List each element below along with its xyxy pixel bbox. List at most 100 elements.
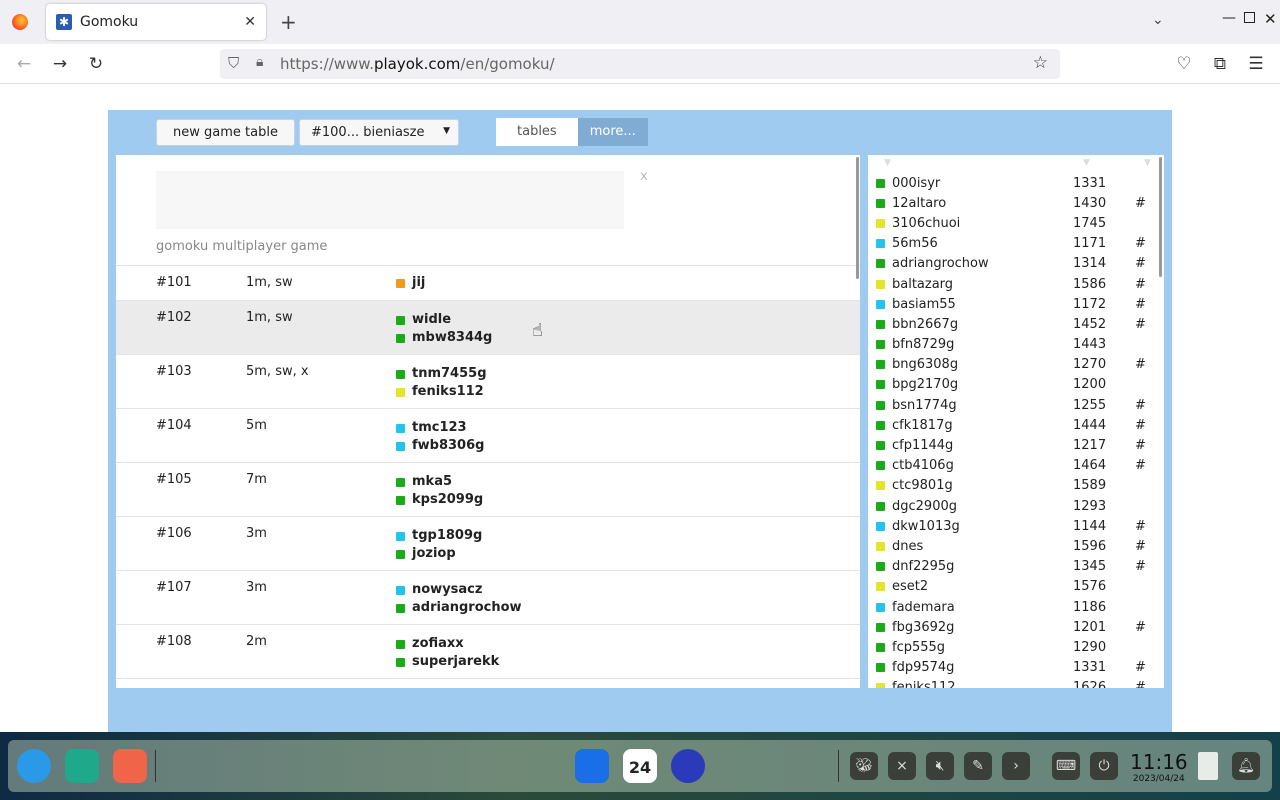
player-list-item[interactable]: 12altaro 1430 # bbox=[868, 193, 1164, 213]
player-list-item[interactable]: fcp555g 1290 bbox=[868, 637, 1164, 657]
power-icon[interactable]: ⏻ bbox=[1090, 752, 1118, 780]
player-list-item[interactable]: fbg3692g 1201 # bbox=[868, 617, 1164, 637]
seated-player[interactable]: tmc123 bbox=[396, 419, 860, 437]
seated-player[interactable]: nowysacz bbox=[396, 581, 860, 599]
player-table-link[interactable]: # bbox=[1135, 357, 1146, 373]
seated-player[interactable]: fwb8306g bbox=[396, 437, 860, 455]
seated-player[interactable]: kps2099g bbox=[396, 491, 860, 509]
tables-scrollbar[interactable] bbox=[856, 157, 859, 279]
tray-screen-icon[interactable]: × bbox=[888, 752, 916, 780]
seated-player[interactable]: feniks112 bbox=[396, 383, 860, 401]
seated-player[interactable]: tgp1809g bbox=[396, 527, 860, 545]
new-tab-icon[interactable]: + bbox=[280, 10, 297, 34]
calendar-icon[interactable]: 24 bbox=[623, 749, 657, 783]
player-table-link[interactable]: # bbox=[1135, 276, 1146, 292]
launcher-icon[interactable] bbox=[17, 749, 51, 783]
player-table-link[interactable]: # bbox=[1135, 236, 1146, 252]
tray-app-icon[interactable]: 🐝︎ bbox=[850, 752, 878, 780]
player-list-item[interactable]: fademara 1186 bbox=[868, 597, 1164, 617]
table-row[interactable]: #105 7m mka5 kps2099g bbox=[116, 463, 860, 517]
shield-icon[interactable]: ⛉ bbox=[228, 54, 240, 72]
tray-expand-icon[interactable]: › bbox=[1002, 752, 1030, 780]
app-store-icon[interactable] bbox=[113, 749, 147, 783]
maximize-icon[interactable] bbox=[1244, 12, 1255, 23]
player-list-item[interactable]: bsn1774g 1255 # bbox=[868, 395, 1164, 415]
player-list-item[interactable]: bpg2170g 1200 bbox=[868, 375, 1164, 395]
close-banner-button[interactable]: x bbox=[640, 169, 648, 184]
player-table-link[interactable]: # bbox=[1135, 438, 1146, 454]
player-list-item[interactable]: fdp9574g 1331 # bbox=[868, 658, 1164, 678]
bookmark-star-icon[interactable]: ☆ bbox=[1032, 53, 1048, 73]
tab-list-icon[interactable]: ⌄ bbox=[1152, 12, 1164, 28]
file-manager-icon[interactable] bbox=[65, 749, 99, 783]
settings-icon[interactable] bbox=[671, 749, 705, 783]
player-list-item[interactable]: basiam55 1172 # bbox=[868, 294, 1164, 314]
sort-name-icon[interactable]: ▼ bbox=[884, 158, 891, 168]
seated-player[interactable]: adriangrochow bbox=[396, 599, 860, 617]
player-table-link[interactable]: # bbox=[1135, 417, 1146, 433]
player-table-link[interactable]: # bbox=[1135, 296, 1146, 312]
menu-icon[interactable]: ☰ bbox=[1248, 54, 1264, 74]
close-tab-icon[interactable]: ✕ bbox=[244, 14, 256, 30]
player-list-item[interactable]: dnes 1596 # bbox=[868, 536, 1164, 556]
player-list-item[interactable]: cfk1817g 1444 # bbox=[868, 415, 1164, 435]
table-row[interactable]: #102 1m, sw widle mbw8344g bbox=[116, 301, 860, 355]
player-list-item[interactable]: 56m56 1171 # bbox=[868, 234, 1164, 254]
players-scrollbar[interactable] bbox=[1159, 157, 1162, 277]
back-icon[interactable]: ← bbox=[16, 54, 32, 74]
extensions-icon[interactable]: ⧉ bbox=[1213, 54, 1227, 74]
player-table-link[interactable]: # bbox=[1135, 660, 1146, 676]
seated-player[interactable]: joziop bbox=[396, 545, 860, 563]
seated-player[interactable]: zofiaxx bbox=[396, 635, 860, 653]
forward-icon[interactable]: → bbox=[52, 54, 68, 74]
player-table-link[interactable]: # bbox=[1135, 397, 1146, 413]
lock-icon[interactable]: 🔒︎ bbox=[256, 54, 264, 70]
seated-player[interactable]: jij bbox=[396, 274, 860, 292]
reload-icon[interactable]: ↻ bbox=[88, 54, 104, 74]
player-list-item[interactable]: dgc2900g 1293 bbox=[868, 496, 1164, 516]
trash-icon[interactable] bbox=[1198, 752, 1218, 780]
tab-more[interactable]: more... bbox=[577, 118, 648, 146]
notifications-bell-icon[interactable]: 🔔︎ bbox=[1232, 752, 1260, 780]
firefox-icon[interactable] bbox=[12, 14, 28, 30]
table-row[interactable]: #108 2m zofiaxx superjarekk bbox=[116, 625, 860, 679]
minimize-icon[interactable]: — bbox=[1222, 10, 1236, 26]
player-table-link[interactable]: # bbox=[1135, 559, 1146, 575]
player-list-item[interactable]: cfp1144g 1217 # bbox=[868, 435, 1164, 455]
seated-player[interactable]: superjarekk bbox=[396, 653, 860, 671]
seated-player[interactable]: mbw8344g bbox=[396, 329, 860, 347]
new-game-table-button[interactable]: new game table bbox=[156, 119, 295, 146]
room-select[interactable]: #100... bieniasze ▼ bbox=[299, 119, 459, 146]
browser-tab[interactable]: ✱ Gomoku ✕ bbox=[46, 4, 266, 40]
pocket-icon[interactable]: ♡ bbox=[1176, 54, 1192, 74]
player-list-item[interactable]: dkw1013g 1144 # bbox=[868, 516, 1164, 536]
player-list-item[interactable]: 000isyr 1331 bbox=[868, 173, 1164, 193]
clock[interactable]: 11:16 2023/04/24 bbox=[1130, 750, 1188, 784]
player-table-link[interactable]: # bbox=[1135, 458, 1146, 474]
player-list-item[interactable]: dnf2295g 1345 # bbox=[868, 557, 1164, 577]
sort-rating-icon[interactable]: ▼ bbox=[1083, 158, 1090, 168]
player-table-link[interactable]: # bbox=[1135, 316, 1146, 332]
player-table-link[interactable]: # bbox=[1135, 195, 1146, 211]
seated-player[interactable]: tnm7455g bbox=[396, 365, 860, 383]
player-list-item[interactable]: bfn8729g 1443 bbox=[868, 335, 1164, 355]
table-row[interactable]: #104 5m tmc123 fwb8306g bbox=[116, 409, 860, 463]
player-list-item[interactable]: 3106chuoi 1745 bbox=[868, 213, 1164, 233]
pen-icon[interactable]: ✎ bbox=[964, 752, 992, 780]
player-list-item[interactable]: ctb4106g 1464 # bbox=[868, 456, 1164, 476]
player-table-link[interactable]: # bbox=[1135, 518, 1146, 534]
sort-table-icon[interactable]: ▼ bbox=[1144, 158, 1151, 168]
player-list-item[interactable]: bng6308g 1270 # bbox=[868, 355, 1164, 375]
installer-icon[interactable] bbox=[575, 749, 609, 783]
table-row[interactable]: #107 3m nowysacz adriangrochow bbox=[116, 571, 860, 625]
player-table-link[interactable]: # bbox=[1135, 538, 1146, 554]
player-list-item[interactable]: feniks112 1626 # bbox=[868, 678, 1164, 688]
table-row[interactable]: #101 1m, sw jij bbox=[116, 266, 860, 301]
tab-tables[interactable]: tables bbox=[496, 118, 578, 146]
seated-player[interactable]: widle bbox=[396, 311, 860, 329]
close-window-icon[interactable]: ✕ bbox=[1264, 10, 1277, 28]
table-row[interactable] bbox=[116, 679, 860, 688]
player-list-item[interactable]: bbn2667g 1452 # bbox=[868, 314, 1164, 334]
volume-muted-icon[interactable]: 🔇︎ bbox=[926, 752, 954, 780]
player-list-item[interactable]: adriangrochow 1314 # bbox=[868, 254, 1164, 274]
